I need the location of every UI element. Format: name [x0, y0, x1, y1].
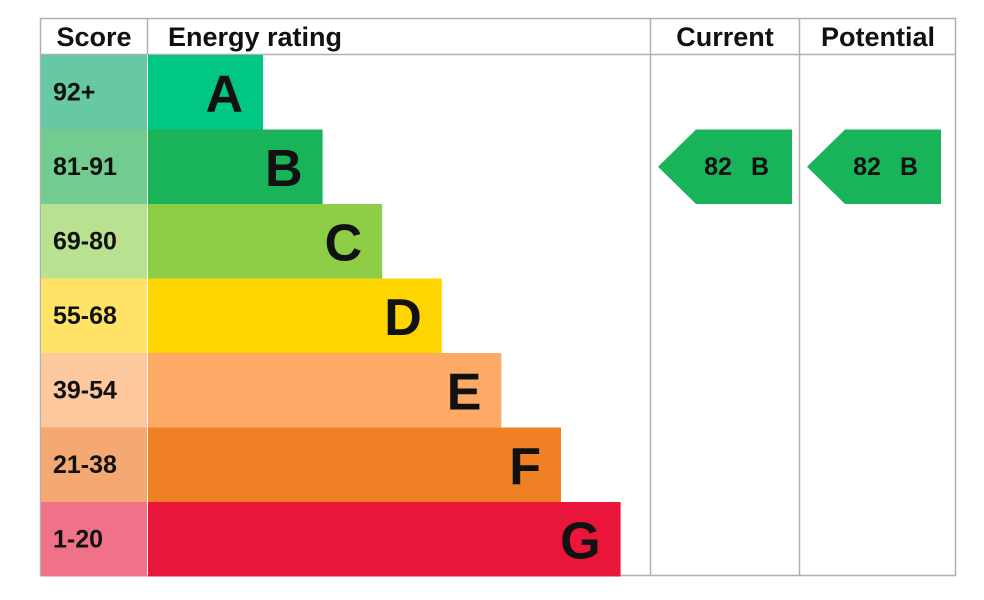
band-letter: E [447, 363, 482, 421]
current-tag: 82 B [658, 129, 792, 204]
rating-rows: 92+ A 81-91 B 69-80 C 55-68 D 39-54 E 21-38 F 1-20 G [41, 55, 621, 577]
score-cell [41, 129, 147, 204]
potential-tag: 82 B [807, 129, 941, 204]
rating-bar [148, 55, 263, 130]
tag-arrow [658, 129, 792, 204]
score-cell [41, 204, 147, 279]
rating-bar [148, 204, 383, 279]
rating-tags: 82 B 82 B [658, 129, 941, 204]
score-cell [41, 278, 147, 353]
score-range: 39-54 [53, 376, 117, 404]
rating-bar [148, 502, 621, 577]
tag-score: 82 [704, 153, 732, 181]
score-cell [41, 353, 147, 428]
tag-band: B [751, 153, 769, 181]
band-letter: D [384, 289, 422, 347]
band-letter: G [560, 512, 600, 570]
score-cell [41, 55, 147, 130]
score-range: 92+ [53, 78, 95, 106]
header-rating: Energy rating [168, 22, 342, 52]
tag-arrow [807, 129, 941, 204]
rating-bar [148, 427, 561, 502]
score-cell [41, 427, 147, 502]
header-potential: Potential [821, 22, 935, 52]
score-range: 21-38 [53, 451, 117, 479]
score-range: 81-91 [53, 153, 117, 181]
header-score: Score [56, 22, 131, 52]
score-range: 55-68 [53, 302, 117, 330]
header-current: Current [676, 22, 774, 52]
band-letter: A [205, 65, 243, 123]
rating-bar [148, 353, 502, 428]
rating-bar [148, 278, 442, 353]
band-letter: F [509, 438, 541, 496]
tag-band: B [900, 153, 918, 181]
band-letter: B [265, 140, 303, 198]
rating-bar [148, 129, 323, 204]
score-range: 69-80 [53, 227, 117, 255]
score-range: 1-20 [53, 525, 103, 553]
band-letter: C [325, 214, 363, 272]
score-cell [41, 502, 147, 577]
tag-score: 82 [853, 153, 881, 181]
